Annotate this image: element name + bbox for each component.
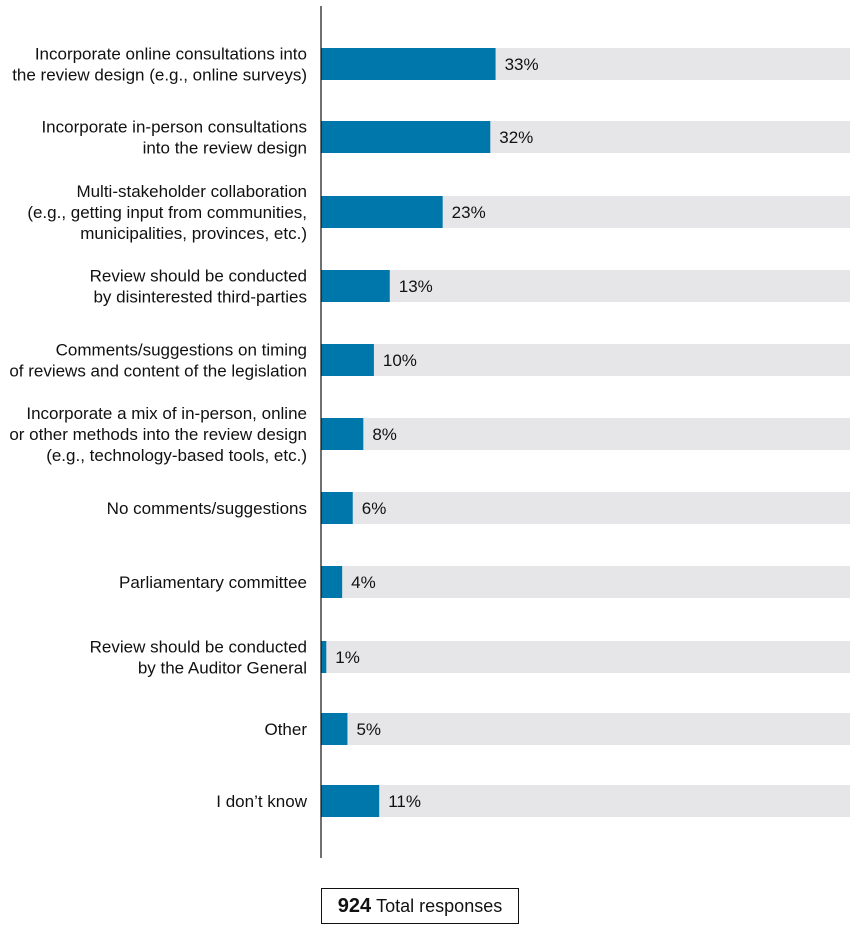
bar-track bbox=[321, 418, 850, 450]
category-label: Other bbox=[264, 720, 307, 739]
bar bbox=[321, 566, 343, 598]
value-label: 6% bbox=[362, 499, 387, 518]
value-label: 1% bbox=[335, 648, 360, 667]
value-label: 13% bbox=[399, 277, 433, 296]
category-label: Multi-stakeholder collaboration (e.g., ge… bbox=[27, 182, 307, 243]
category-label: Review should be conducted by disinterest… bbox=[90, 267, 307, 307]
category-label: Incorporate a mix of in-person, online or… bbox=[9, 404, 307, 465]
category-label: Review should be conducted by the Auditor… bbox=[90, 638, 307, 678]
value-label: 4% bbox=[351, 573, 376, 592]
bar-track bbox=[321, 566, 850, 598]
total-responses-label: Total responses bbox=[376, 895, 503, 916]
bar-track bbox=[321, 344, 850, 376]
bar bbox=[321, 121, 491, 153]
bar bbox=[321, 713, 348, 745]
value-label: 32% bbox=[499, 128, 533, 147]
total-responses-number: 924 bbox=[337, 894, 372, 917]
bar-track bbox=[321, 785, 850, 817]
bar-track bbox=[321, 713, 850, 745]
bar bbox=[321, 785, 380, 817]
category-label: No comments/suggestions bbox=[107, 499, 307, 518]
bar-chart: 33% Incorporate online consultations into… bbox=[9, 6, 850, 858]
bar bbox=[321, 418, 364, 450]
bar bbox=[321, 492, 353, 524]
category-label: I don’t know bbox=[216, 792, 307, 811]
value-label: 33% bbox=[505, 55, 539, 74]
category-label: Incorporate online consultations into the… bbox=[12, 45, 307, 85]
bar-track bbox=[321, 492, 850, 524]
bar bbox=[321, 270, 390, 302]
value-label: 11% bbox=[388, 792, 421, 811]
value-label: 5% bbox=[356, 720, 381, 739]
category-label: Comments/suggestions on timing of reviews… bbox=[9, 341, 307, 381]
category-label: Incorporate in-person consultations into … bbox=[41, 118, 307, 158]
bar bbox=[321, 196, 443, 228]
bar-track bbox=[321, 270, 850, 302]
bar-track bbox=[321, 641, 850, 673]
value-label: 23% bbox=[452, 203, 486, 222]
total-responses-box: 924 Total responses bbox=[321, 888, 519, 924]
value-label: 8% bbox=[372, 425, 397, 444]
bar bbox=[321, 48, 496, 80]
value-label: 10% bbox=[383, 351, 417, 370]
bar bbox=[321, 641, 327, 673]
category-label: Parliamentary committee bbox=[119, 573, 307, 592]
bar bbox=[321, 344, 374, 376]
